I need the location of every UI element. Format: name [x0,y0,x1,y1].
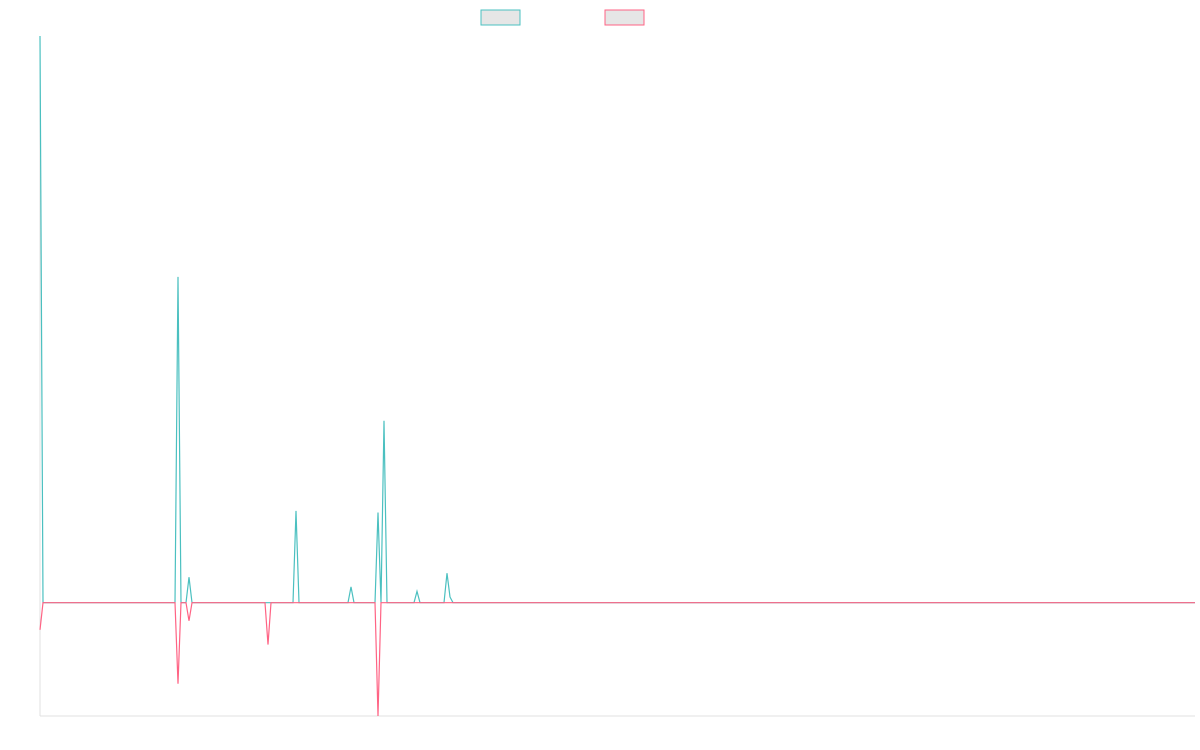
legend-swatch[interactable] [604,9,645,26]
series-line [39,35,1195,604]
legend-swatch[interactable] [480,9,521,26]
series-line [39,602,1195,717]
